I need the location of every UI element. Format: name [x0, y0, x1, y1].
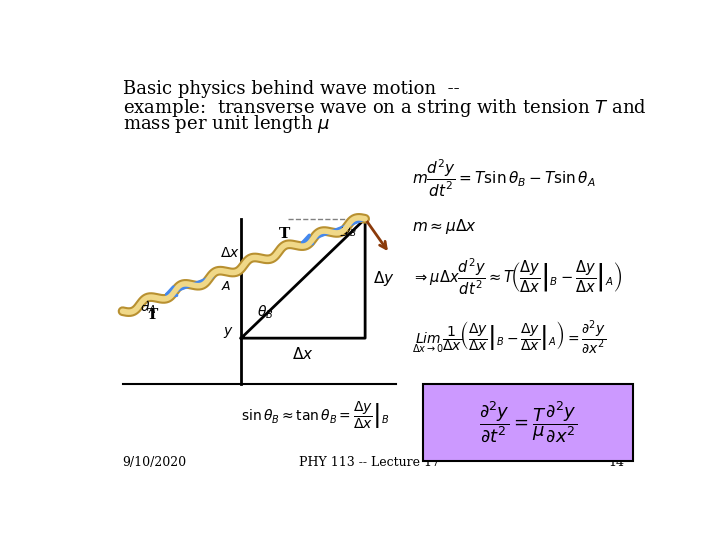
Text: $m\dfrac{d^2y}{dt^2} = T\sin\theta_B - T\sin\theta_A$: $m\dfrac{d^2y}{dt^2} = T\sin\theta_B - T…: [412, 158, 595, 199]
Text: $A$: $A$: [221, 280, 231, 293]
Text: $\Delta x$: $\Delta x$: [220, 246, 240, 260]
Text: $\underset{\Delta x \to 0}{Lim}\dfrac{1}{\Delta x}\!\left(\left.\dfrac{\Delta y}: $\underset{\Delta x \to 0}{Lim}\dfrac{1}…: [412, 319, 606, 357]
Text: $\sin\theta_B \approx \tan\theta_B = \left.\dfrac{\Delta y}{\Delta x}\right|_B$: $\sin\theta_B \approx \tan\theta_B = \le…: [241, 400, 390, 431]
Text: Basic physics behind wave motion  --: Basic physics behind wave motion --: [122, 80, 459, 98]
Text: 9/10/2020: 9/10/2020: [122, 456, 186, 469]
Text: $\Rightarrow \mu\Delta x\dfrac{d^2y}{dt^2} \approx T\!\left(\left.\dfrac{\Delta : $\Rightarrow \mu\Delta x\dfrac{d^2y}{dt^…: [412, 256, 622, 297]
Text: $\Delta y$: $\Delta y$: [373, 269, 395, 288]
Text: $\theta_B$: $\theta_B$: [342, 222, 357, 239]
Text: T: T: [147, 308, 158, 322]
Text: $m \approx \mu\Delta x$: $m \approx \mu\Delta x$: [412, 217, 477, 236]
Text: 14: 14: [608, 456, 625, 469]
Text: $\dfrac{\partial^2 y}{\partial t^2} = \dfrac{T}{\mu}\dfrac{\partial^2 y}{\partia: $\dfrac{\partial^2 y}{\partial t^2} = \d…: [479, 400, 577, 445]
FancyBboxPatch shape: [423, 384, 632, 461]
Text: $y$: $y$: [222, 325, 233, 340]
Text: PHY 113 -- Lecture 17: PHY 113 -- Lecture 17: [299, 456, 439, 469]
Text: example:  transverse wave on a string with tension $T$ and: example: transverse wave on a string wit…: [122, 97, 647, 119]
Text: $\theta_B$: $\theta_B$: [256, 304, 273, 321]
Text: $\theta_A$: $\theta_A$: [140, 298, 156, 316]
Text: mass per unit length $\mu$: mass per unit length $\mu$: [122, 112, 330, 134]
Text: T: T: [279, 227, 290, 241]
Text: $\Delta x$: $\Delta x$: [292, 346, 314, 362]
Text: $B$: $B$: [338, 226, 348, 240]
